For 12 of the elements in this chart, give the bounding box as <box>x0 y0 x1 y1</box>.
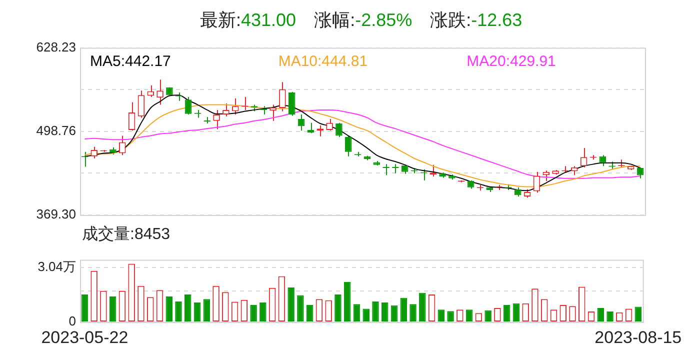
y-tick-label: 369.30 <box>36 206 76 222</box>
text: MA10:444.81 <box>278 52 368 70</box>
chart-title: 最新:431.00 涨幅:-2.85% 涨跌:-12.63 <box>200 9 522 32</box>
series-label: MA5:442.17 <box>90 52 171 70</box>
y-tick-label: 498.76 <box>36 122 76 138</box>
y-tick-label: 3.04万 <box>38 259 76 274</box>
text: MA20:429.91 <box>466 52 556 70</box>
x-tick-label: 2023-08-15 <box>594 328 682 347</box>
x-tick-label: 2023-05-22 <box>41 328 128 347</box>
y-tick-label: 0 <box>68 314 76 329</box>
chart-title: 成交量:8453 <box>82 224 170 245</box>
y-tick-label: 628.23 <box>36 39 76 54</box>
